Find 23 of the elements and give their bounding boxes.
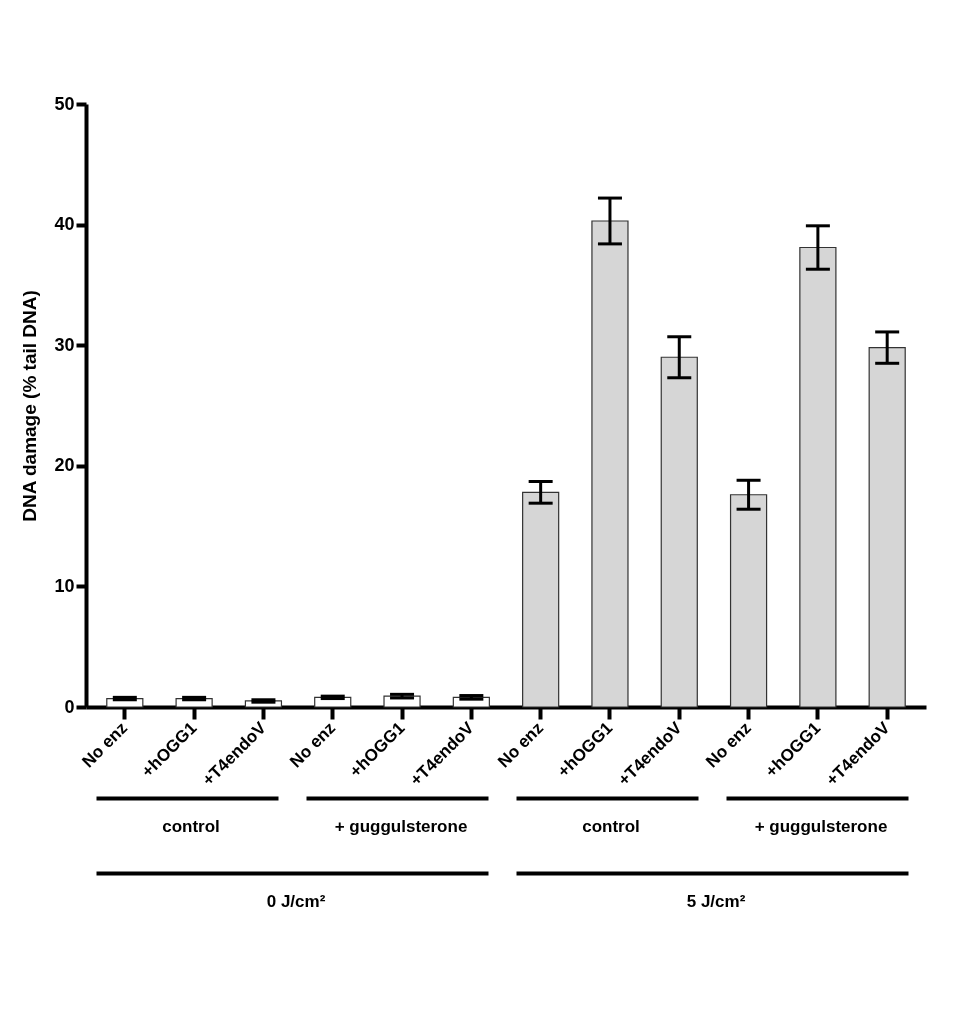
x-tick-label: No enz [702,718,755,772]
bar [868,347,906,708]
y-tick-label: 40 [54,214,75,235]
y-axis-title: DNA damage (% tail DNA) [19,290,41,522]
y-tick-label: 30 [54,334,75,355]
text: 0 J/cm² [266,891,326,911]
bar [799,246,837,708]
text: + guggulsterone [754,816,888,836]
x-tick-label: No enz [286,718,340,772]
bar [591,220,629,708]
y-tick-label: 0 [64,696,75,717]
y-tick-label: 10 [54,575,75,596]
y-tick-label: 50 [54,93,75,114]
text: control [162,816,220,836]
bar [522,491,560,708]
x-tick-label: No enz [494,718,548,772]
text: 5 J/cm² [686,891,746,911]
text: + guggulsterone [334,816,468,836]
text: control [582,816,640,836]
x-tick-label: No enz [78,718,132,772]
y-tick-label: 20 [54,455,75,476]
bar [729,494,768,708]
bar [660,356,698,708]
